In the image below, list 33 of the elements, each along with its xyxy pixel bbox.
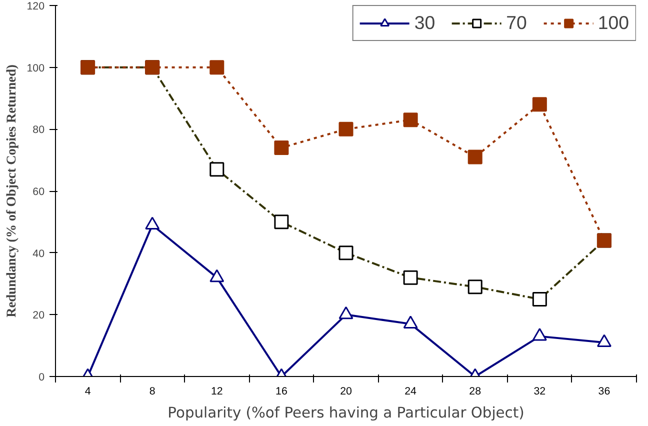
legend-label: 70 bbox=[506, 12, 527, 34]
x-tick-label: 24 bbox=[404, 386, 417, 398]
point bbox=[403, 112, 418, 128]
y-tick-label: 80 bbox=[32, 124, 45, 136]
point bbox=[210, 269, 224, 282]
x-tick-label: 4 bbox=[84, 386, 91, 398]
y-tick-label: 100 bbox=[26, 62, 45, 74]
point bbox=[532, 97, 547, 112]
y-tick-label: 0 bbox=[38, 372, 45, 384]
x-tick-label: 20 bbox=[340, 386, 352, 398]
y-tick-label: 60 bbox=[32, 186, 45, 198]
x-tick-label: 32 bbox=[534, 386, 546, 398]
point bbox=[338, 306, 354, 320]
point bbox=[596, 334, 612, 347]
point bbox=[145, 216, 160, 230]
point bbox=[338, 122, 354, 136]
legend-label: 30 bbox=[414, 12, 436, 34]
y-tick-label: 120 bbox=[26, 0, 45, 12]
x-tick-label: 28 bbox=[469, 386, 482, 398]
point bbox=[468, 150, 482, 164]
point bbox=[403, 316, 418, 328]
x-tick-label: 8 bbox=[149, 386, 156, 398]
y-axis-title: Redundancy (% of Object Copies Returned) bbox=[4, 64, 19, 318]
y-tick-label: 40 bbox=[32, 248, 45, 260]
x-axis-title: Popularity (%of Peers having a Particular Object) bbox=[168, 404, 524, 422]
x-tick-label: 36 bbox=[598, 386, 610, 398]
legend-label: 100 bbox=[598, 12, 629, 34]
y-tick-label: 20 bbox=[32, 310, 45, 322]
x-tick-label: 16 bbox=[276, 386, 288, 398]
point bbox=[532, 328, 547, 341]
x-tick-label: 12 bbox=[210, 386, 223, 398]
point bbox=[274, 140, 289, 155]
point bbox=[210, 60, 224, 75]
